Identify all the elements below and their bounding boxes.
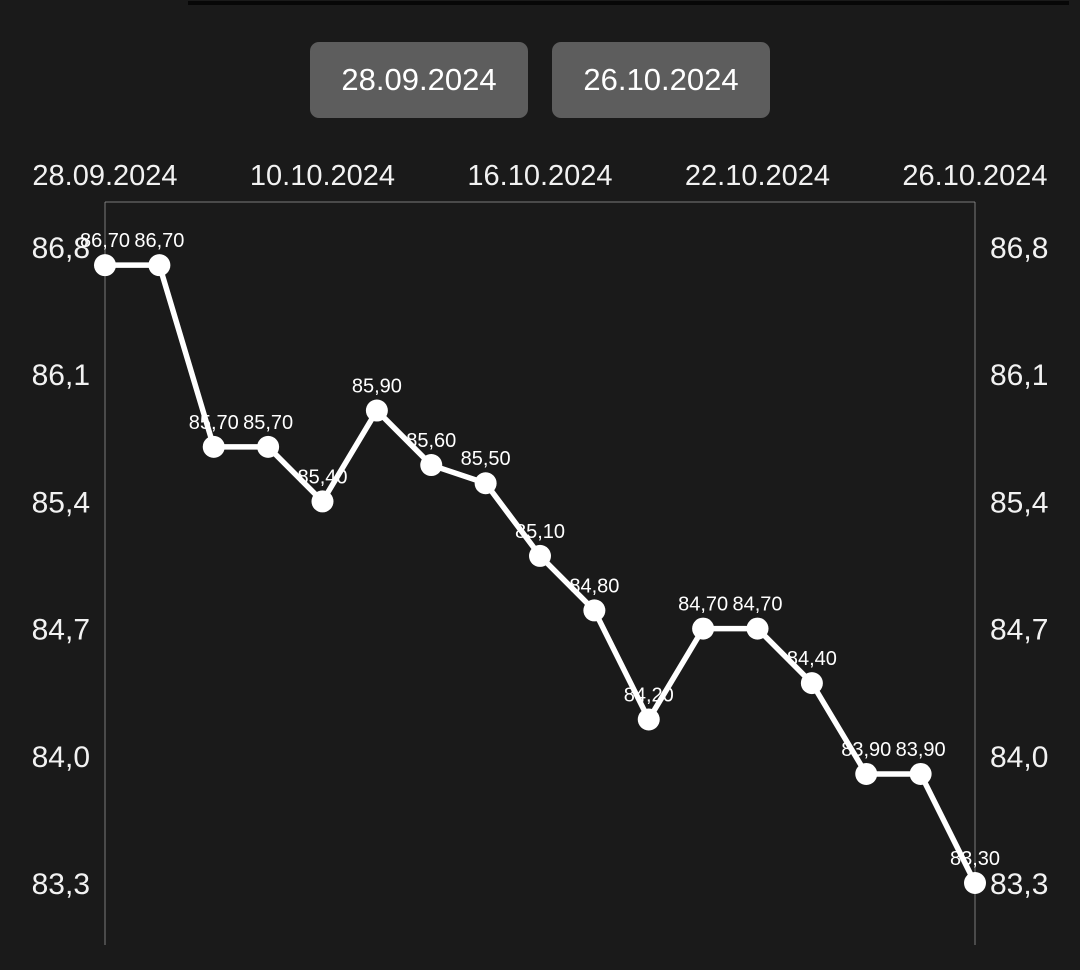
data-point-marker[interactable]: [474, 472, 497, 495]
data-point-label: 83,30: [950, 848, 1000, 870]
y-axis-label-right: 84,0: [990, 741, 1048, 774]
data-point-marker[interactable]: [94, 254, 116, 277]
data-point-label: 85,40: [297, 466, 347, 488]
data-point-marker[interactable]: [855, 762, 878, 785]
x-axis-label: 16.10.2024: [467, 160, 612, 192]
end-date-button[interactable]: 26.10.2024: [552, 42, 770, 118]
y-axis-label-right: 86,8: [990, 232, 1048, 265]
data-point-label: 86,70: [134, 230, 184, 252]
data-point-label: 85,90: [352, 376, 402, 398]
x-axis-label: 26.10.2024: [902, 160, 1047, 192]
start-date-button[interactable]: 28.09.2024: [310, 42, 528, 118]
y-axis-label-left: 86,8: [32, 232, 90, 265]
y-axis-label-left: 83,3: [32, 868, 90, 901]
data-point-label: 86,70: [80, 230, 130, 252]
y-axis-label-right: 86,1: [990, 359, 1048, 392]
data-point-label: 85,10: [515, 521, 565, 543]
data-point-marker[interactable]: [746, 617, 769, 640]
data-point-label: 83,90: [896, 739, 946, 761]
data-point-marker[interactable]: [365, 399, 388, 422]
data-point-label: 84,80: [569, 575, 619, 597]
y-axis-label-right: 85,4: [990, 486, 1048, 519]
data-point-marker[interactable]: [420, 454, 443, 477]
data-point-marker[interactable]: [800, 672, 823, 695]
top-divider: [188, 1, 1069, 5]
data-point-label: 85,50: [461, 448, 511, 470]
price-line: [102, 262, 978, 886]
data-point-marker[interactable]: [529, 544, 551, 567]
data-point-marker[interactable]: [148, 254, 171, 277]
data-point-marker[interactable]: [964, 872, 986, 894]
x-axis-label: 28.09.2024: [32, 160, 177, 192]
y-axis-label-left: 86,1: [32, 359, 90, 392]
data-point-marker[interactable]: [311, 490, 334, 513]
y-axis-label-right: 84,7: [990, 614, 1048, 647]
x-axis-label: 10.10.2024: [250, 160, 395, 192]
y-axis-label-left: 84,0: [32, 741, 90, 774]
data-point-marker[interactable]: [257, 435, 280, 458]
y-axis-label-right: 83,3: [990, 868, 1048, 901]
data-point-label: 84,40: [787, 648, 837, 670]
data-point-marker[interactable]: [583, 599, 606, 622]
data-point-label: 84,20: [624, 684, 674, 706]
data-point-label: 85,70: [243, 412, 293, 434]
data-point-label: 85,70: [189, 412, 239, 434]
x-axis-label: 22.10.2024: [685, 160, 830, 192]
data-point-marker[interactable]: [637, 708, 660, 731]
data-point-marker[interactable]: [202, 435, 225, 458]
y-axis-label-left: 84,7: [32, 614, 90, 647]
data-point-label: 85,60: [406, 430, 456, 452]
y-axis-label-left: 85,4: [32, 486, 90, 519]
data-point-marker[interactable]: [909, 762, 932, 785]
data-point-label: 83,90: [841, 739, 891, 761]
data-point-label: 84,70: [732, 594, 782, 616]
data-point-marker[interactable]: [692, 617, 715, 640]
data-point-label: 84,70: [678, 594, 728, 616]
date-range-controls: 28.09.2024 26.10.2024: [0, 42, 1080, 118]
